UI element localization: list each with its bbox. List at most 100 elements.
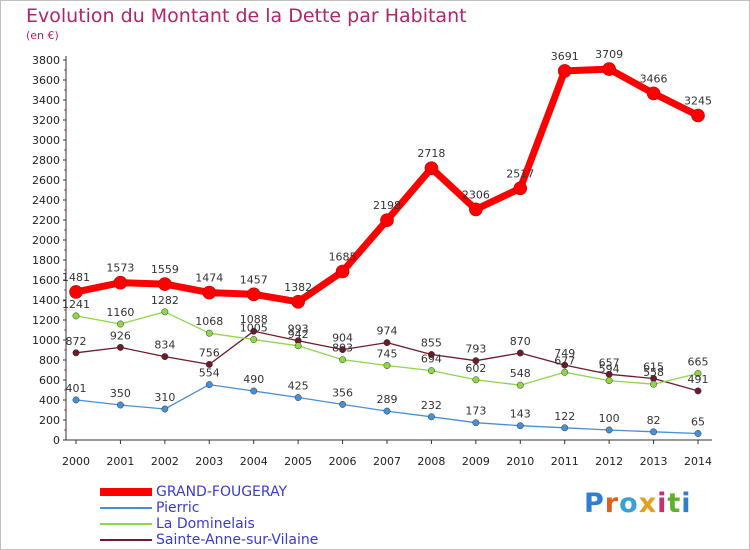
- data-label: 1573: [106, 262, 134, 275]
- y-tick-label: 1800: [32, 254, 60, 267]
- data-label: 1160: [106, 306, 134, 319]
- data-point: [516, 422, 524, 430]
- y-tick-label: 1200: [32, 314, 60, 327]
- data-label: 558: [643, 366, 664, 379]
- y-tick-label: 3600: [32, 74, 60, 87]
- data-label: 904: [332, 332, 353, 345]
- data-label: 82: [647, 414, 661, 427]
- data-label: 554: [199, 367, 220, 380]
- y-tick-label: 1400: [32, 294, 60, 307]
- data-label: 65: [691, 416, 705, 429]
- data-label: 3691: [551, 50, 579, 63]
- data-label: 1474: [195, 272, 223, 285]
- x-tick-label: 2013: [640, 455, 668, 468]
- data-point: [469, 202, 483, 217]
- data-label: 1457: [240, 273, 268, 286]
- x-tick-label: 2005: [284, 455, 312, 468]
- data-point: [161, 308, 169, 316]
- y-tick-label: 800: [39, 354, 60, 367]
- data-point: [472, 419, 480, 427]
- logo-letter: r: [604, 488, 620, 519]
- y-tick-label: 1600: [32, 274, 60, 287]
- data-point: [339, 356, 347, 364]
- data-label: 289: [377, 393, 398, 406]
- data-label: 665: [688, 356, 709, 369]
- legend-item-grand-fougeray: GRAND-FOUGERAY: [100, 484, 318, 500]
- data-label: 993: [288, 323, 309, 336]
- data-label: 3466: [640, 72, 668, 85]
- data-point: [72, 312, 80, 320]
- data-point: [427, 367, 435, 375]
- data-point: [294, 342, 302, 350]
- data-point: [424, 161, 439, 175]
- data-point: [158, 277, 172, 291]
- x-tick-label: 2001: [106, 455, 134, 468]
- proxiti-logo: Proxiti: [584, 488, 692, 519]
- logo-letter: t: [667, 488, 682, 519]
- data-point: [561, 424, 569, 432]
- data-label: 942: [288, 328, 309, 341]
- legend-swatch-la-dominelais: [100, 523, 152, 525]
- data-label: 401: [66, 382, 87, 395]
- data-point: [205, 360, 213, 368]
- data-point: [161, 353, 169, 361]
- x-tick-label: 2012: [595, 455, 623, 468]
- data-label: 1241: [62, 298, 90, 311]
- data-point: [72, 349, 80, 357]
- data-point: [427, 413, 435, 421]
- data-label: 143: [510, 408, 531, 421]
- data-point: [205, 381, 213, 389]
- data-label: 694: [421, 353, 442, 366]
- chart-subtitle: (en €): [26, 29, 59, 42]
- data-point: [294, 394, 302, 401]
- data-label: 1382: [284, 281, 312, 294]
- data-label: 793: [465, 343, 486, 356]
- data-label: 548: [510, 367, 531, 380]
- legend: GRAND-FOUGERAY Pierric La Dominelais Sai…: [100, 484, 318, 548]
- data-label: 657: [599, 356, 620, 369]
- data-label: 756: [199, 346, 220, 359]
- chart-title: Evolution du Montant de la Dette par Hab…: [26, 5, 467, 27]
- data-label: 1282: [151, 294, 179, 307]
- data-label: 2306: [462, 188, 490, 201]
- data-label: 425: [288, 380, 309, 393]
- legend-label: La Dominelais: [156, 516, 255, 532]
- data-point: [383, 339, 391, 347]
- data-label: 1005: [240, 322, 268, 335]
- data-point: [602, 62, 616, 76]
- data-label: 870: [510, 335, 531, 348]
- data-point: [516, 349, 524, 357]
- legend-swatch-pierric: [100, 507, 152, 509]
- data-label: 834: [154, 339, 175, 352]
- y-tick-label: 400: [39, 394, 60, 407]
- data-point: [646, 86, 661, 101]
- data-label: 173: [465, 405, 486, 418]
- data-label: 602: [465, 362, 486, 375]
- data-point: [691, 108, 705, 123]
- x-tick-label: 2000: [62, 455, 90, 468]
- x-tick-label: 2002: [151, 455, 179, 468]
- legend-item-sainte-anne: Sainte-Anne-sur-Vilaine: [100, 532, 318, 548]
- data-point: [250, 387, 258, 395]
- x-tick-label: 2011: [551, 455, 579, 468]
- data-label: 1481: [62, 271, 90, 284]
- x-tick-label: 2007: [373, 455, 401, 468]
- x-tick-label: 2003: [195, 455, 223, 468]
- x-tick-label: 2004: [240, 455, 268, 468]
- data-point: [116, 401, 124, 409]
- legend-swatch-sainte-anne: [100, 539, 152, 541]
- data-label: 803: [332, 342, 353, 355]
- legend-label: Sainte-Anne-sur-Vilaine: [156, 532, 319, 548]
- x-tick-label: 2006: [329, 455, 357, 468]
- y-tick-label: 600: [39, 374, 60, 387]
- data-point: [561, 361, 569, 369]
- data-label: 2198: [373, 199, 401, 212]
- x-tick-label: 2008: [417, 455, 445, 468]
- data-label: 2718: [417, 147, 445, 160]
- data-point: [557, 64, 572, 78]
- data-point: [113, 275, 128, 290]
- data-point: [250, 336, 258, 343]
- data-label: 926: [110, 329, 131, 342]
- legend-item-pierric: Pierric: [100, 500, 318, 516]
